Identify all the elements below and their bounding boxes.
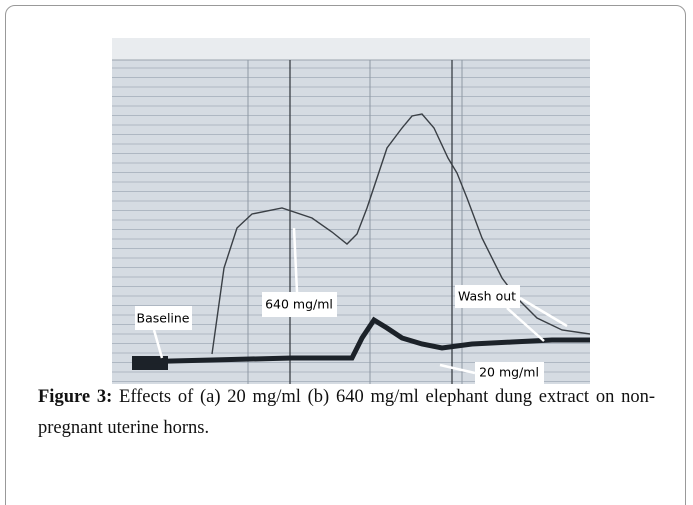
annotation: 20 mg/ml bbox=[479, 365, 539, 380]
caption-label: Figure 3: bbox=[38, 387, 112, 407]
annotation: Baseline bbox=[137, 311, 190, 326]
page: Baseline 640 mg/ml Wash out 20 mg/ml Fig… bbox=[0, 0, 693, 505]
caption-text: Effects of (a) 20 mg/ml (b) 640 mg/ml el… bbox=[38, 387, 655, 438]
caption: Figure 3: Effects of (a) 20 mg/ml (b) 64… bbox=[38, 382, 655, 444]
figure-image: Baseline 640 mg/ml Wash out 20 mg/ml bbox=[112, 38, 590, 384]
annotation: 640 mg/ml bbox=[265, 297, 333, 312]
annotation: Wash out bbox=[458, 289, 516, 304]
